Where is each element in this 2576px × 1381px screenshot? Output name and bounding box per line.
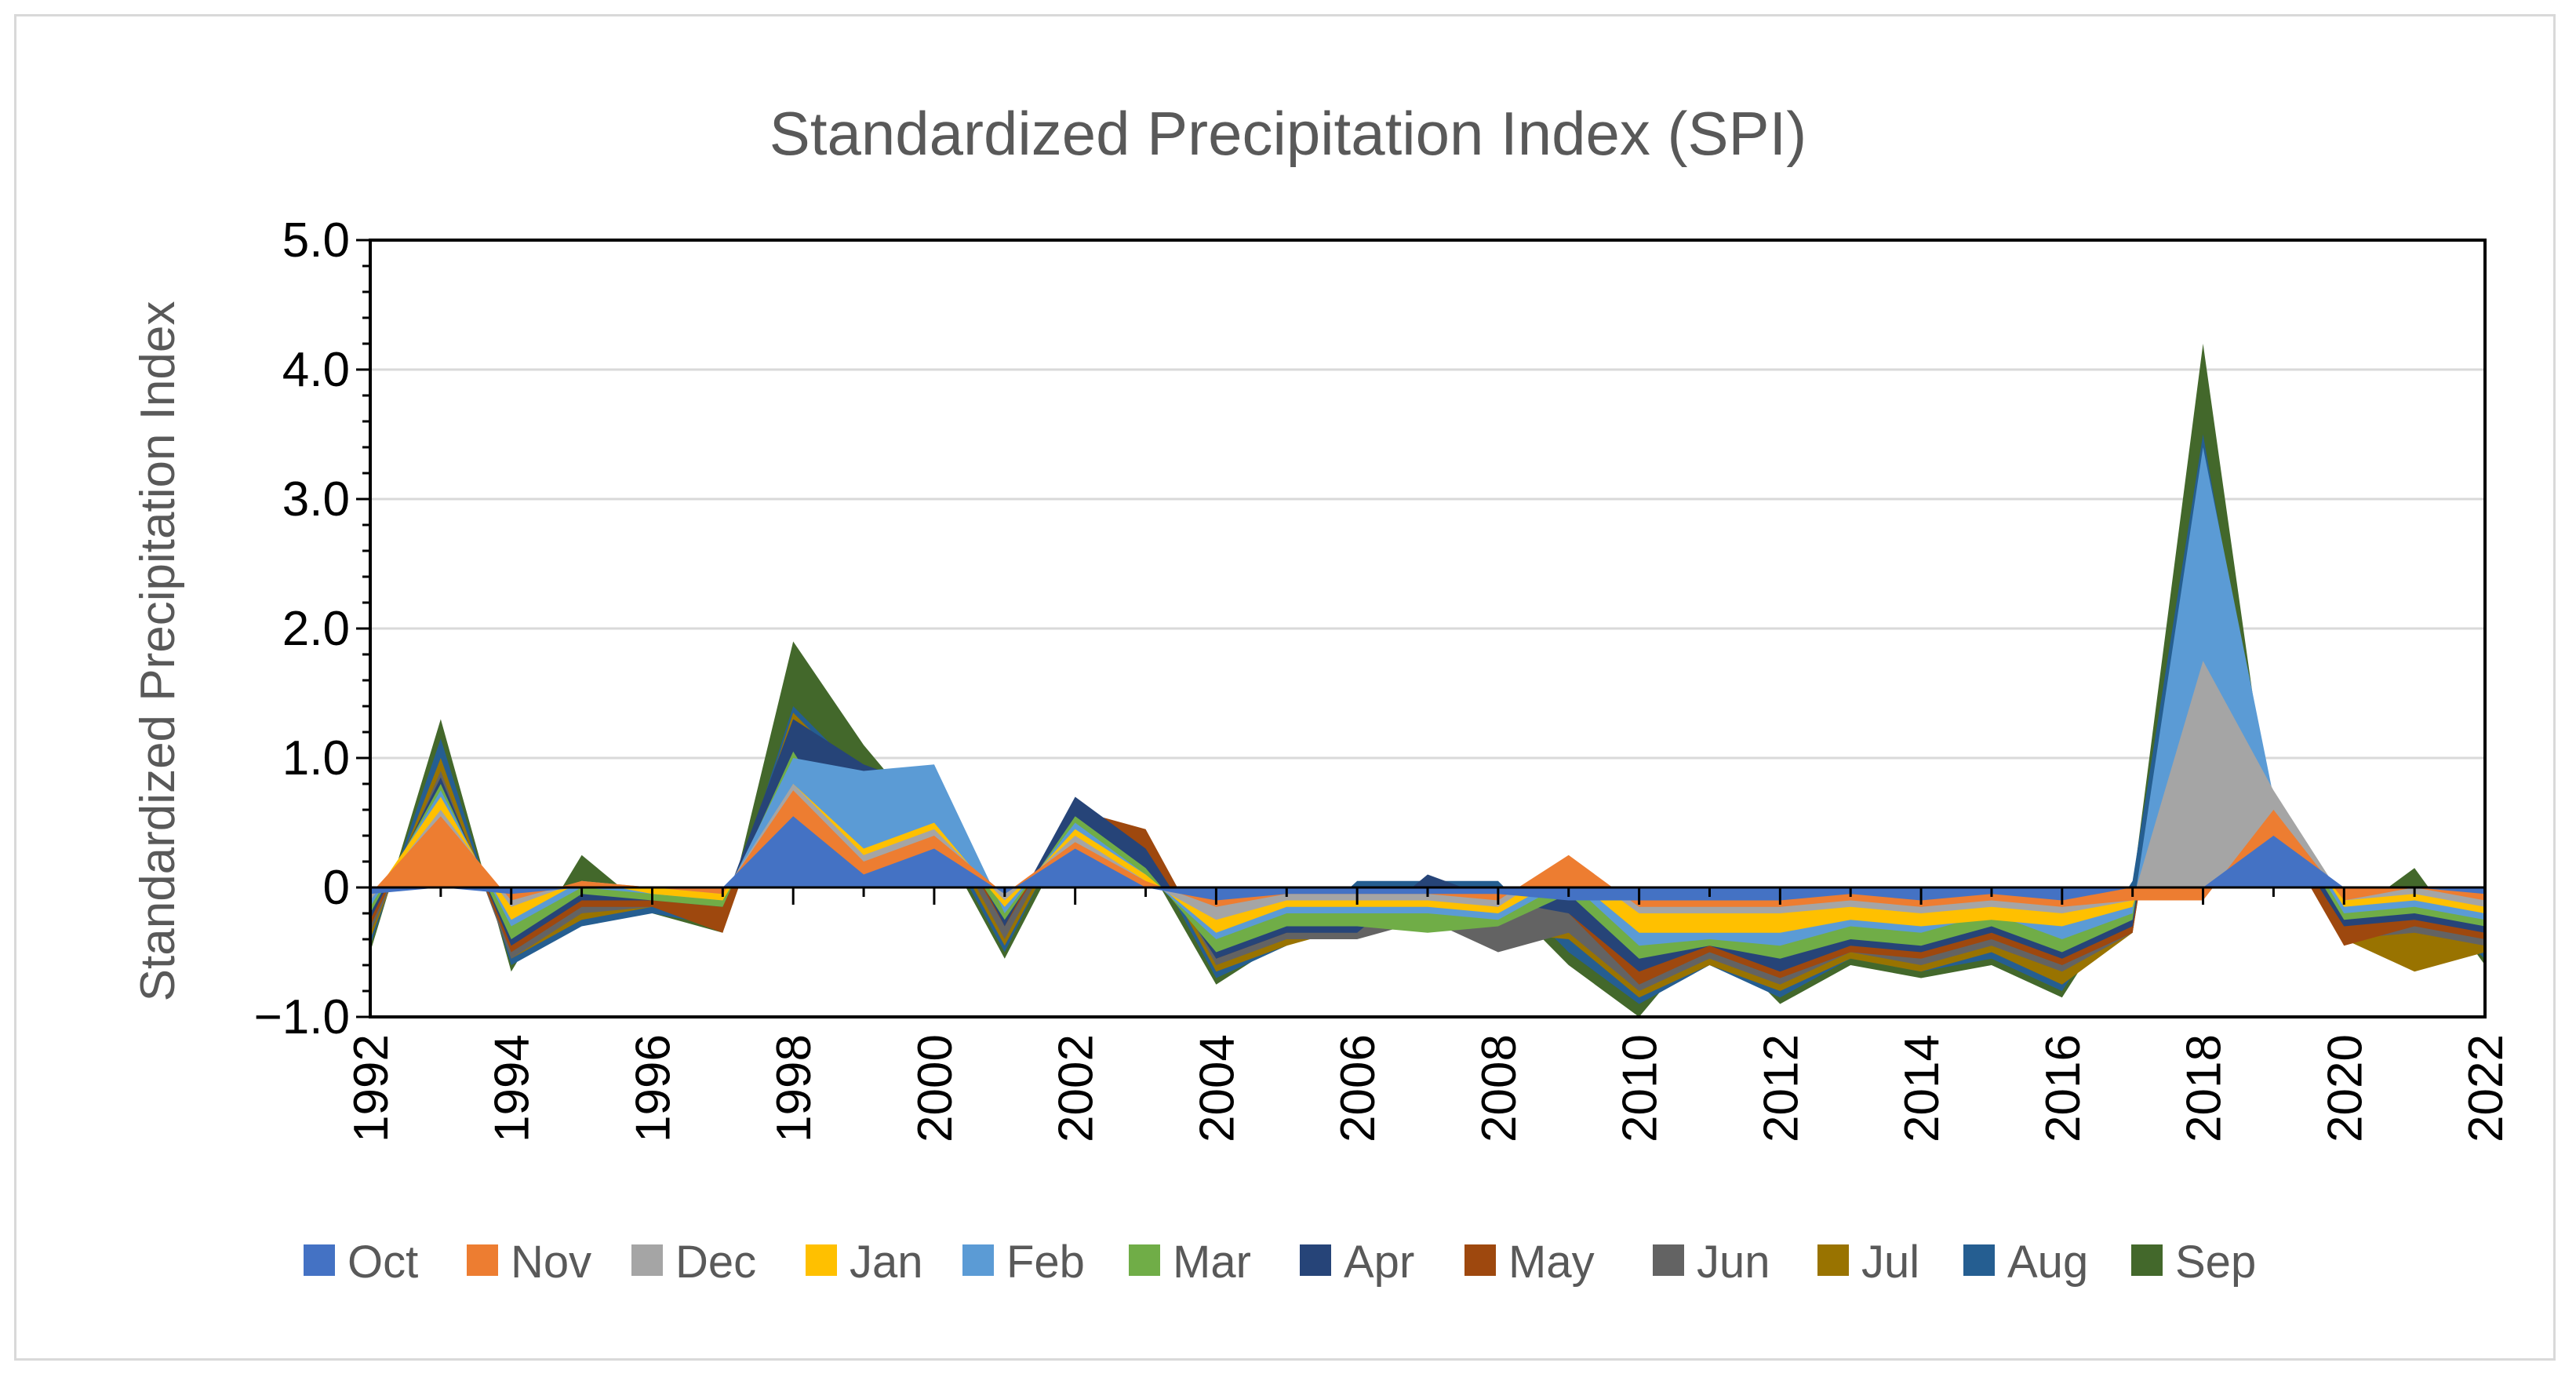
legend: Oct Nov Dec Jan Feb Mar Apr May Jun Jul Aug Sep xyxy=(304,1237,2256,1288)
legend-swatch-may xyxy=(1464,1244,1496,1276)
axes xyxy=(356,239,2487,1018)
y-tick-label: −1.0 xyxy=(254,990,350,1044)
legend-swatch-aug xyxy=(1963,1244,1995,1276)
legend-label-jul: Jul xyxy=(1861,1237,1919,1288)
y-tick-labels: 5.0 4.0 3.0 2.0 1.0 0 −1.0 xyxy=(254,213,350,1044)
legend-label-mar: Mar xyxy=(1173,1237,1251,1288)
legend-label-jun: Jun xyxy=(1697,1237,1770,1288)
legend-swatch-apr xyxy=(1300,1244,1331,1276)
x-tick-label: 2006 xyxy=(1331,1034,1385,1142)
legend-label-jan: Jan xyxy=(850,1237,923,1288)
legend-label-feb: Feb xyxy=(1006,1237,1085,1288)
legend-swatch-oct xyxy=(304,1244,335,1276)
legend-swatch-jun xyxy=(1653,1244,1684,1276)
y-tick-label: 2.0 xyxy=(282,602,350,656)
legend-label-oct: Oct xyxy=(347,1237,418,1288)
legend-swatch-feb xyxy=(962,1244,994,1276)
legend-label-aug: Aug xyxy=(2007,1237,2088,1288)
legend-swatch-nov xyxy=(467,1244,498,1276)
area-oct xyxy=(370,816,2485,901)
x-tick-label: 2014 xyxy=(1895,1034,1949,1142)
x-tick-label: 2022 xyxy=(2459,1034,2513,1142)
x-tick-label: 2008 xyxy=(1472,1034,1526,1142)
x-tick-label: 2018 xyxy=(2178,1034,2232,1142)
legend-swatch-mar xyxy=(1129,1244,1160,1276)
x-tick-label: 2010 xyxy=(1614,1034,1668,1142)
x-tick-label: 1994 xyxy=(486,1034,540,1142)
x-tick-label: 2020 xyxy=(2318,1034,2372,1142)
y-axis-label: Standardized Precipitation Index xyxy=(131,301,185,1002)
legend-label-sep: Sep xyxy=(2175,1237,2256,1288)
x-tick-label: 2016 xyxy=(2036,1034,2090,1142)
y-tick-label: 0 xyxy=(323,861,350,915)
area-feb xyxy=(370,447,2485,946)
legend-swatch-jan xyxy=(806,1244,837,1276)
y-tick-label: 3.0 xyxy=(282,472,350,527)
legend-swatch-sep xyxy=(2131,1244,2163,1276)
y-tick-label: 1.0 xyxy=(282,731,350,785)
x-tick-label: 2000 xyxy=(908,1034,962,1142)
x-tick-label: 2004 xyxy=(1190,1034,1244,1142)
legend-label-dec: Dec xyxy=(675,1237,756,1288)
x-tick-label: 2002 xyxy=(1050,1034,1104,1142)
legend-label-nov: Nov xyxy=(511,1237,591,1288)
x-tick-labels: 1992 1994 1996 1998 2000 2002 2004 2006 2008 2010… xyxy=(344,1034,2513,1142)
chart-title: Standardized Precipitation Index (SPI) xyxy=(770,99,1806,168)
x-tick-label: 2012 xyxy=(1754,1034,1808,1142)
legend-swatch-jul xyxy=(1817,1244,1849,1276)
x-tick-label: 1992 xyxy=(344,1034,398,1142)
legend-label-may: May xyxy=(1508,1237,1595,1288)
y-tick-label: 4.0 xyxy=(282,343,350,397)
x-tick-label: 1996 xyxy=(626,1034,680,1142)
legend-label-apr: Apr xyxy=(1344,1237,1414,1288)
y-tick-label: 5.0 xyxy=(282,213,350,268)
area-series-group xyxy=(370,344,2485,1017)
legend-swatch-dec xyxy=(631,1244,663,1276)
x-tick-label: 1998 xyxy=(767,1034,821,1142)
